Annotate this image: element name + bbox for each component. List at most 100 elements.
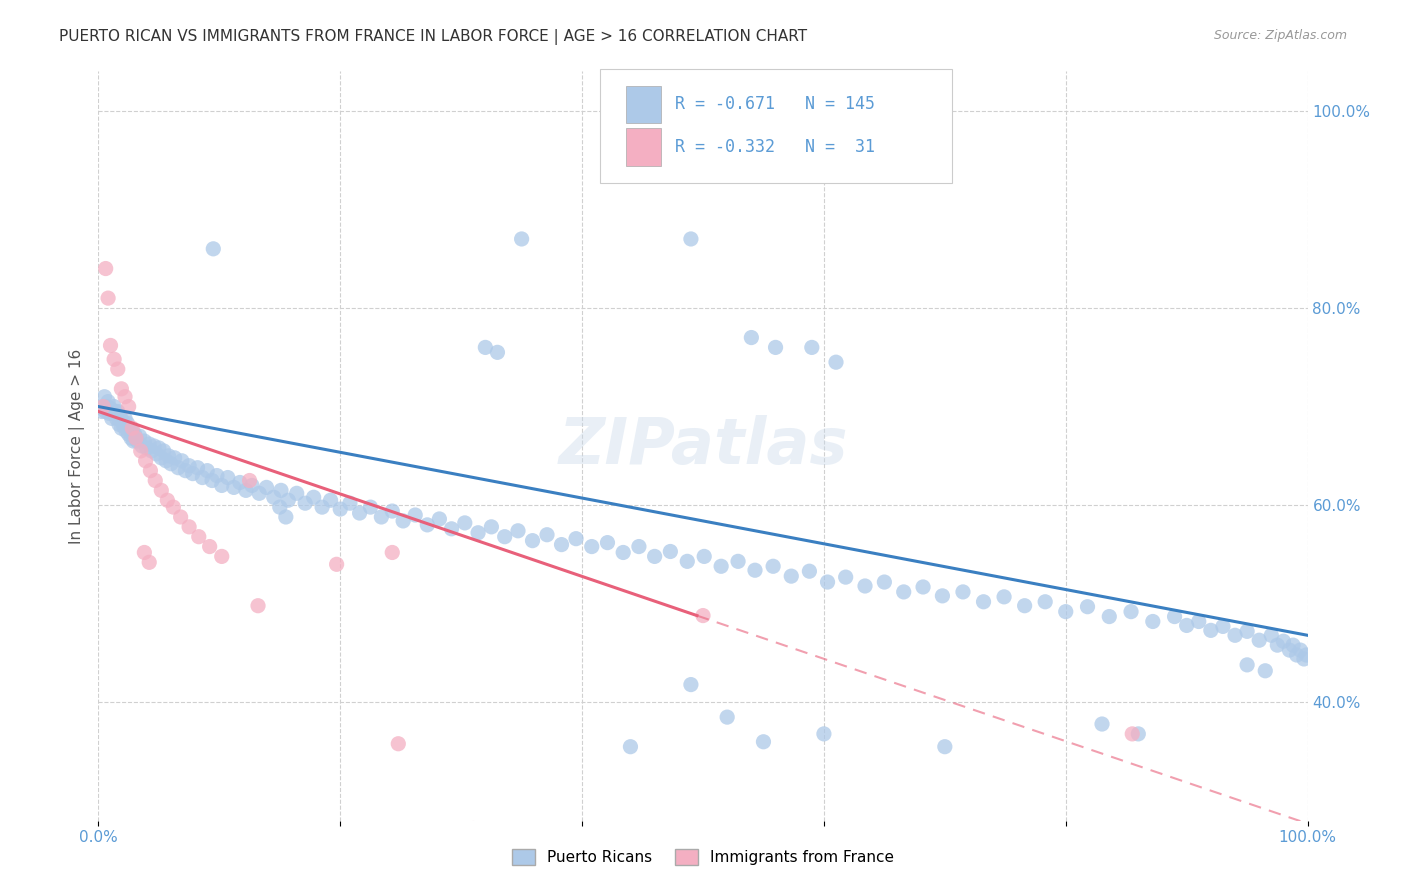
Point — [145, 447, 167, 461]
Point — [110, 421, 132, 435]
Point — [174, 464, 197, 478]
Point — [481, 520, 503, 534]
Point — [169, 510, 191, 524]
Point — [129, 444, 152, 458]
Point — [1091, 717, 1114, 731]
Point — [1119, 605, 1142, 619]
Point — [486, 345, 509, 359]
Point — [349, 506, 371, 520]
Point — [370, 510, 392, 524]
Point — [143, 474, 166, 488]
Point — [187, 460, 209, 475]
Point — [148, 441, 170, 455]
Point — [201, 474, 224, 488]
Point — [181, 467, 204, 481]
Point — [1098, 609, 1121, 624]
Point — [103, 352, 125, 367]
Point — [893, 585, 915, 599]
Point — [1285, 648, 1308, 662]
Point — [135, 441, 157, 455]
Point — [1254, 664, 1277, 678]
Point — [679, 232, 702, 246]
Point — [1223, 628, 1246, 642]
Point — [799, 564, 821, 578]
Point — [121, 421, 143, 435]
Point — [416, 517, 439, 532]
Point — [211, 549, 233, 564]
Point — [467, 525, 489, 540]
Point — [122, 434, 145, 448]
Point — [108, 417, 131, 432]
Point — [191, 470, 214, 484]
Point — [247, 486, 270, 500]
Point — [187, 530, 209, 544]
Point — [128, 429, 150, 443]
Point — [522, 533, 544, 548]
Text: R = -0.332   N =  31: R = -0.332 N = 31 — [675, 138, 875, 156]
Point — [536, 527, 558, 541]
Point — [294, 496, 316, 510]
Point — [716, 710, 738, 724]
Point — [105, 411, 128, 425]
Point — [302, 490, 325, 504]
Point — [141, 444, 163, 458]
Point — [1128, 727, 1150, 741]
Point — [494, 530, 516, 544]
Point — [440, 522, 463, 536]
Point — [235, 483, 257, 498]
Point — [107, 404, 129, 418]
Point — [1272, 634, 1295, 648]
Point — [973, 595, 995, 609]
Point — [581, 540, 603, 554]
Point — [205, 468, 228, 483]
Point — [94, 404, 117, 418]
Point — [1121, 727, 1143, 741]
Point — [474, 340, 496, 354]
Point — [676, 554, 699, 568]
Point — [103, 400, 125, 414]
Point — [222, 480, 245, 494]
Point — [117, 417, 139, 431]
Point — [329, 502, 352, 516]
Point — [1260, 628, 1282, 642]
Point — [263, 490, 285, 504]
Point — [229, 475, 252, 490]
Point — [162, 500, 184, 515]
Point — [274, 510, 297, 524]
Point — [98, 407, 121, 421]
Point — [160, 457, 183, 471]
Point — [97, 394, 120, 409]
Point — [157, 449, 180, 463]
Point — [550, 538, 572, 552]
Point — [114, 411, 136, 425]
Point — [115, 424, 138, 438]
Point — [381, 545, 404, 559]
Point — [150, 450, 173, 465]
Point — [150, 483, 173, 498]
Point — [138, 555, 160, 569]
Point — [134, 545, 156, 559]
Point — [319, 493, 342, 508]
Point — [510, 232, 533, 246]
Point — [91, 404, 114, 418]
Point — [179, 458, 201, 473]
Point — [163, 450, 186, 465]
Point — [195, 464, 218, 478]
Point — [170, 454, 193, 468]
Point — [139, 464, 162, 478]
Point — [156, 493, 179, 508]
Point — [1076, 599, 1098, 614]
Point — [239, 474, 262, 488]
Point — [118, 400, 141, 414]
Point — [247, 599, 270, 613]
Point — [392, 514, 415, 528]
Point — [107, 362, 129, 376]
Point — [752, 735, 775, 749]
Point — [817, 575, 839, 590]
Point — [1249, 633, 1271, 648]
Point — [270, 483, 292, 498]
Point — [240, 478, 263, 492]
Point — [934, 739, 956, 754]
Point — [114, 390, 136, 404]
Point — [612, 545, 634, 559]
